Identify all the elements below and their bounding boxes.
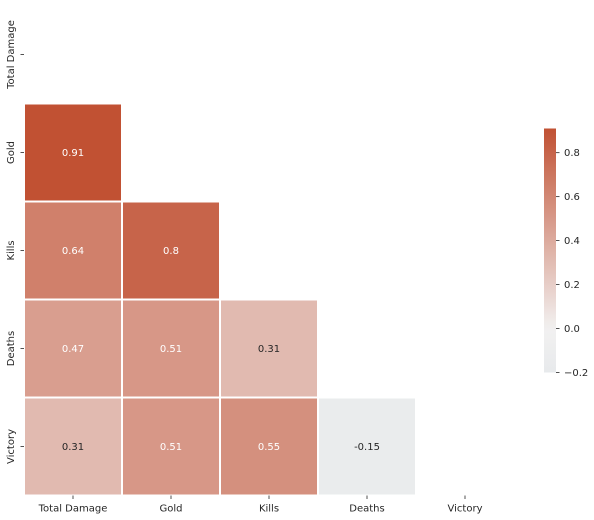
cell-value-label: 0.64: [62, 246, 84, 257]
colorbar-tick-label: −0.2: [564, 368, 588, 379]
cell-value-label: 0.55: [258, 442, 280, 453]
y-tick-label-kills: Kills: [6, 240, 17, 260]
heatmap-cell-kills-gold: [123, 202, 219, 299]
cell-value-label: 0.51: [160, 442, 182, 453]
x-tick-label-gold: Gold: [160, 504, 183, 515]
heatmap-cell-victory-deaths: [319, 398, 415, 495]
cell-value-label: 0.91: [62, 148, 84, 159]
x-tick-label-kills: Kills: [259, 504, 279, 515]
colorbar-tick-label: 0.8: [564, 148, 580, 159]
y-tick-label-gold: Gold: [6, 141, 17, 164]
heatmap-cells: 0.91 0.64 0.8 0.47 0.51 0.31 0.31 0.51 0.55 -0.15: [25, 104, 415, 495]
y-tick-label-deaths: Deaths: [6, 331, 17, 366]
y-tick-label-total-damage: Total Damage: [6, 20, 17, 90]
x-tick-label-deaths: Deaths: [349, 504, 384, 515]
colorbar-tick-label: 0.0: [564, 324, 580, 335]
heatmap-cell-deaths-gold: [123, 300, 219, 397]
colorbar-tick-label: 0.2: [564, 280, 580, 291]
colorbar-gradient: [544, 128, 556, 373]
colorbar-tick-label: 0.6: [564, 192, 580, 203]
x-tick-label-victory: Victory: [448, 504, 483, 515]
cell-value-label: 0.8: [163, 246, 179, 257]
heatmap-cell-deaths-kills: [221, 300, 317, 397]
y-axis-tick-labels: Total Damage Gold Kills Deaths Victory: [6, 20, 24, 464]
colorbar: −0.2 0.0 0.2 0.4 0.6 0.8: [544, 128, 588, 379]
cell-value-label: -0.15: [354, 442, 380, 453]
x-tick-label-total-damage: Total Damage: [38, 504, 108, 515]
heatmap-cell-victory-total-damage: [25, 398, 121, 495]
x-axis-tick-labels: Total Damage Gold Kills Deaths Victory: [38, 495, 483, 515]
cell-value-label: 0.51: [160, 344, 182, 355]
heatmap-cell-kills-total-damage: [25, 202, 121, 299]
heatmap-cell-gold-total-damage: [25, 104, 121, 201]
cell-value-label: 0.31: [62, 442, 84, 453]
heatmap-cell-victory-gold: [123, 398, 219, 495]
cell-value-label: 0.31: [258, 344, 280, 355]
heatmap-cell-deaths-total-damage: [25, 300, 121, 397]
y-tick-label-victory: Victory: [6, 429, 17, 464]
colorbar-tick-label: 0.4: [564, 236, 580, 247]
heatmap-cell-victory-kills: [221, 398, 317, 495]
cell-value-label: 0.47: [62, 344, 84, 355]
colorbar-ticks: −0.2 0.0 0.2 0.4 0.6 0.8: [556, 148, 588, 379]
